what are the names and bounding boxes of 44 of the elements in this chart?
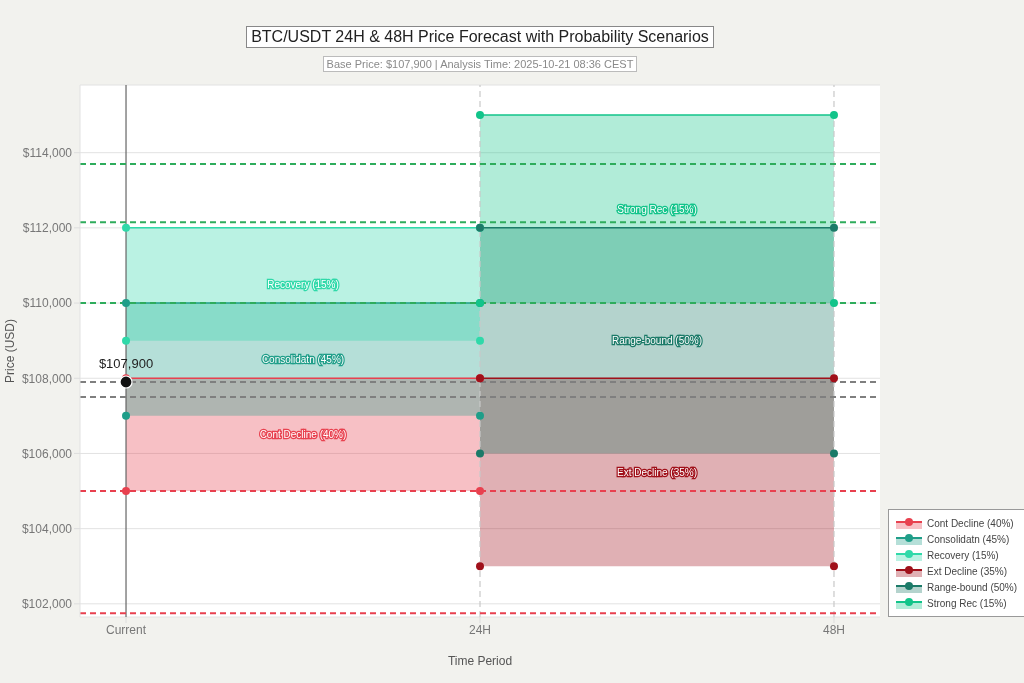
- point: [476, 487, 484, 496]
- y-tick-label: $112,000: [22, 221, 73, 236]
- point: [122, 299, 131, 308]
- chart-title: BTC/USDT 24H & 48H Price Forecast with Probability Scenarios: [246, 26, 714, 48]
- point: [122, 411, 131, 420]
- legend-label: Ext Decline (35%): [927, 565, 1008, 577]
- legend-label: Recovery (15%): [927, 549, 999, 561]
- point: [829, 223, 838, 232]
- point: [829, 111, 838, 120]
- point: [119, 375, 133, 389]
- point: [829, 562, 838, 571]
- data-label: $107,900: [98, 355, 154, 371]
- chart-subtitle: Base Price: $107,900 | Analysis Time: 2025-10-21 08:36 CEST: [322, 56, 638, 72]
- point: [122, 223, 131, 232]
- point: [829, 449, 838, 458]
- point: [476, 562, 484, 571]
- point: [476, 411, 484, 420]
- text: Consolidatn (45%): [261, 353, 345, 365]
- text: Cont Decline (40%): [259, 429, 347, 441]
- point: [476, 111, 484, 120]
- y-axis-title: Price (USD): [3, 318, 18, 384]
- y-tick-label: $108,000: [21, 371, 73, 386]
- legend-label: Cont Decline (40%): [927, 517, 1014, 529]
- text: Range-bound (50%): [611, 335, 703, 347]
- point: [829, 299, 838, 308]
- x-axis-title: Time Period: [447, 654, 513, 668]
- point: [122, 487, 131, 496]
- legend-label: Strong Rec (15%): [927, 597, 1007, 609]
- point: [476, 336, 484, 345]
- y-tick-label: $102,000: [21, 597, 73, 612]
- point: [122, 336, 131, 345]
- y-tick-label: $114,000: [22, 145, 73, 160]
- x-tick-label: 48H: [822, 622, 845, 637]
- y-tick-label: $106,000: [21, 446, 73, 461]
- x-tick-label: Current: [106, 622, 147, 637]
- y-tick-label: $110,000: [22, 296, 73, 311]
- legend-label: Range-bound (50%): [927, 581, 1018, 593]
- point: [476, 449, 484, 458]
- y-tick-label: $104,000: [21, 521, 73, 536]
- text: Strong Rec (15%): [617, 203, 697, 215]
- point: [829, 374, 838, 383]
- x-tick-label: 24H: [468, 622, 492, 637]
- text: Recovery (15%): [267, 278, 339, 290]
- legend-label: Consolidatn (45%): [927, 533, 1010, 545]
